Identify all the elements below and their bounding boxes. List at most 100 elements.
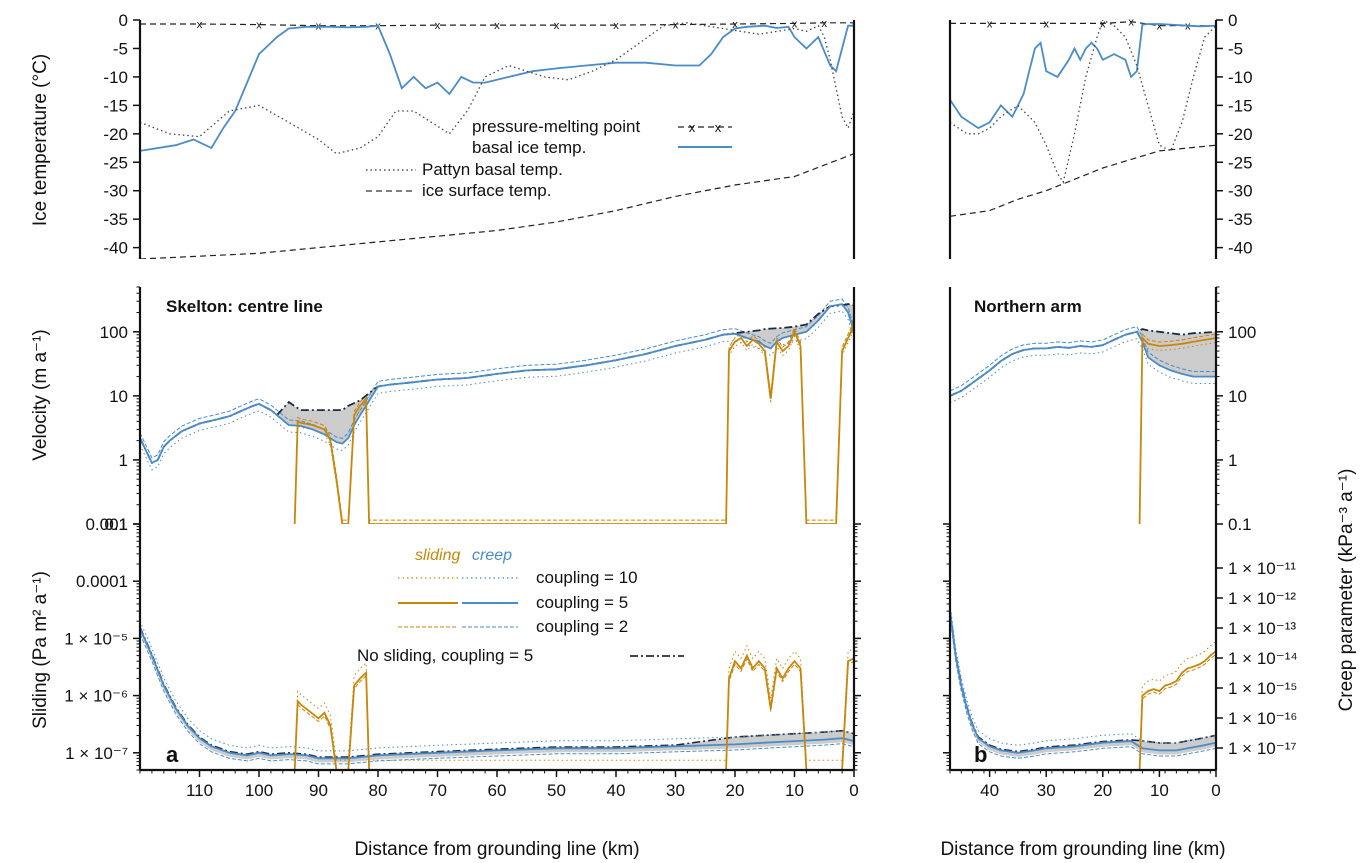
panel-b-vel-shade bbox=[950, 329, 1216, 396]
legend-pmp-label: pressure-melting point bbox=[472, 117, 640, 136]
panel-b-temp-ytick-label-8: -40 bbox=[1228, 239, 1253, 258]
panel-b-vel-sliding bbox=[1138, 335, 1216, 524]
panel-b-vel-sliding-variant-1 bbox=[1139, 332, 1216, 521]
panel-b-creep-ytick-label-6: 1 × 10⁻¹⁷ bbox=[1228, 739, 1297, 758]
panel-b-creep-ytick-label-3: 1 × 10⁻¹⁴ bbox=[1228, 649, 1298, 668]
panel-b-vel-creep bbox=[950, 330, 1216, 397]
panel-a-xtick-label-1: 100 bbox=[245, 781, 273, 800]
panel-b-slide-shade bbox=[950, 609, 1216, 757]
legend-pattyn-label: Pattyn basal temp. bbox=[422, 160, 563, 179]
panel-a-slide-creep bbox=[140, 627, 854, 760]
legend-pmp-marker-2: x bbox=[715, 120, 722, 135]
panel-a-vel-creep bbox=[140, 303, 854, 465]
panel-a-pmp-marker-1: x bbox=[197, 19, 203, 31]
panel-b-xtick-label-2: 20 bbox=[1093, 781, 1112, 800]
panel-a-vel-nosliding bbox=[140, 303, 854, 465]
panel-a-temp-ytick-label-5: -25 bbox=[103, 153, 128, 172]
panel-a-xtick-label-5: 60 bbox=[488, 781, 507, 800]
panel-a-temp-series-3 bbox=[140, 153, 854, 259]
panel-a-temp-series-2 bbox=[140, 22, 854, 155]
panel-b-pmp-marker-1: x bbox=[987, 18, 993, 30]
panel-b-vel-ytick-label-2: 10 bbox=[1228, 387, 1247, 406]
panel-a-xtick-label-10: 10 bbox=[785, 781, 804, 800]
panel-a-slide-sliding bbox=[293, 653, 854, 770]
panel-a-slide-ytick-label-0: 0.001 bbox=[85, 515, 128, 534]
panel-a-temp-series-1 bbox=[140, 24, 854, 152]
panel-b-creep-ytick-label-1: 1 × 10⁻¹² bbox=[1228, 589, 1296, 608]
panel-b-slide-sliding-variant-1 bbox=[1139, 653, 1216, 770]
panel-a-vel-ytick-label-3: 100 bbox=[100, 323, 128, 342]
sliding-axis-label: Sliding (Pa m² a⁻¹) bbox=[30, 571, 51, 729]
x-axis-label-left: Distance from grounding line (km) bbox=[354, 839, 639, 860]
panel-b-xtick-label-4: 0 bbox=[1211, 781, 1220, 800]
panel-title-right: Northern arm bbox=[974, 297, 1082, 316]
panel-a-slide-shade bbox=[140, 627, 854, 763]
panel-a-temp-ytick-label-3: -15 bbox=[103, 96, 128, 115]
panel-b-temp-ytick-label-3: -15 bbox=[1228, 96, 1253, 115]
panel-a-slide-sliding-variant-1 bbox=[294, 657, 854, 770]
creep-axis-label: Creep parameter (kPa⁻³ a⁻¹) bbox=[1336, 469, 1357, 712]
panel-a-xtick-label-4: 70 bbox=[428, 781, 447, 800]
panel-a-temp-ytick-label-8: -40 bbox=[103, 239, 128, 258]
panel-a-vel-creep-variant-1 bbox=[140, 298, 854, 459]
legend-c2-label: coupling = 2 bbox=[536, 617, 628, 636]
panel-b-creep-ytick-label-0: 1 × 10⁻¹¹ bbox=[1228, 559, 1296, 578]
panel-b-pmp-marker-2: x bbox=[1043, 18, 1049, 30]
panel-a-vel-ytick-label-0: 0.1 bbox=[104, 515, 128, 534]
panel-a-temp-ytick-label-7: -35 bbox=[103, 210, 128, 229]
panel-b-temp-ytick-label-4: -20 bbox=[1228, 125, 1253, 144]
panel-b-xtick-label-3: 10 bbox=[1150, 781, 1169, 800]
panel-b-slide-creep-variant-0 bbox=[950, 603, 1216, 746]
panel-a-temp-ytick-label-0: 0 bbox=[119, 11, 128, 30]
panel-b-vel-creep-variant-1 bbox=[950, 326, 1216, 392]
panel-b-temp-ytick-label-5: -25 bbox=[1228, 153, 1253, 172]
panel-a-xtick-label-3: 80 bbox=[369, 781, 388, 800]
panel-b-temp-ytick-label-0: 0 bbox=[1228, 11, 1237, 30]
panel-a-slide-ytick-label-3: 1 × 10⁻⁶ bbox=[64, 687, 128, 706]
panel-a-xtick-label-8: 30 bbox=[666, 781, 685, 800]
panel-a-vel-sliding bbox=[293, 320, 854, 524]
legend-pmp-marker-1: x bbox=[689, 120, 696, 135]
panel-a-vel-sliding-variant-0 bbox=[294, 324, 854, 524]
panel-a-temp-ytick-label-2: -10 bbox=[103, 68, 128, 87]
temperature-legend: pressure-melting point x x basal ice tem… bbox=[366, 117, 732, 200]
panel-b-pmp-marker-5: x bbox=[1157, 21, 1163, 33]
panel-a-pmp-marker-8: x bbox=[613, 20, 619, 32]
legend-c5-label: coupling = 5 bbox=[536, 593, 628, 612]
panel-letter-a: a bbox=[166, 742, 179, 767]
legend-sliding-header: sliding bbox=[415, 547, 460, 564]
legend-c10-label: coupling = 10 bbox=[536, 568, 638, 587]
panel-a-temp-series-0 bbox=[140, 22, 854, 27]
panel-a-xtick-label-0: 110 bbox=[186, 781, 213, 800]
panel-a-pmp-marker-6: x bbox=[494, 20, 500, 32]
panel-b-xtick-label-0: 40 bbox=[980, 781, 999, 800]
panel-b-temp-ytick-label-7: -35 bbox=[1228, 210, 1253, 229]
legend-creep-header: creep bbox=[472, 547, 512, 564]
panel-a-xtick-label-9: 20 bbox=[726, 781, 745, 800]
panel-b-temp-ytick-label-1: -5 bbox=[1228, 39, 1243, 58]
panel-b-pmp-marker-4: x bbox=[1128, 17, 1134, 29]
panel-a-temp-ytick-label-6: -30 bbox=[103, 182, 128, 201]
panel-b-temp-ytick-label-6: -30 bbox=[1228, 182, 1253, 201]
panel-a-pmp-marker-10: x bbox=[732, 19, 738, 31]
panel-b-creep-ytick-label-2: 1 × 10⁻¹³ bbox=[1228, 619, 1296, 638]
legend-surface-label: ice surface temp. bbox=[422, 181, 551, 200]
panel-a-pmp-marker-9: x bbox=[673, 20, 679, 32]
panel-b-slide-creep bbox=[950, 610, 1216, 754]
coupling-legend: sliding creep coupling = 10 coupling = 5… bbox=[357, 547, 684, 665]
panel-a-xtick-label-7: 40 bbox=[607, 781, 626, 800]
panel-a-slide-ytick-label-1: 0.0001 bbox=[76, 572, 128, 591]
panel-a-slide-creep-variant-0 bbox=[140, 620, 854, 752]
legend-nosliding-label: No sliding, coupling = 5 bbox=[357, 646, 533, 665]
panel-a-pmp-marker-11: x bbox=[792, 18, 798, 30]
panel-b-temp-series-2 bbox=[950, 20, 1216, 184]
velocity-axis-label: Velocity (m a⁻¹) bbox=[30, 329, 51, 460]
panel-a-xtick-label-2: 90 bbox=[309, 781, 328, 800]
panel-letter-b: b bbox=[974, 742, 987, 767]
panel-b-xtick-label-1: 30 bbox=[1037, 781, 1056, 800]
panel-a-vel-creep-variant-0 bbox=[140, 310, 854, 471]
temp-axis-label: Ice temperature (°C) bbox=[30, 54, 51, 226]
panel-b-temp-series-1 bbox=[950, 23, 1216, 130]
panel-a-temp-ytick-label-1: -5 bbox=[113, 39, 128, 58]
